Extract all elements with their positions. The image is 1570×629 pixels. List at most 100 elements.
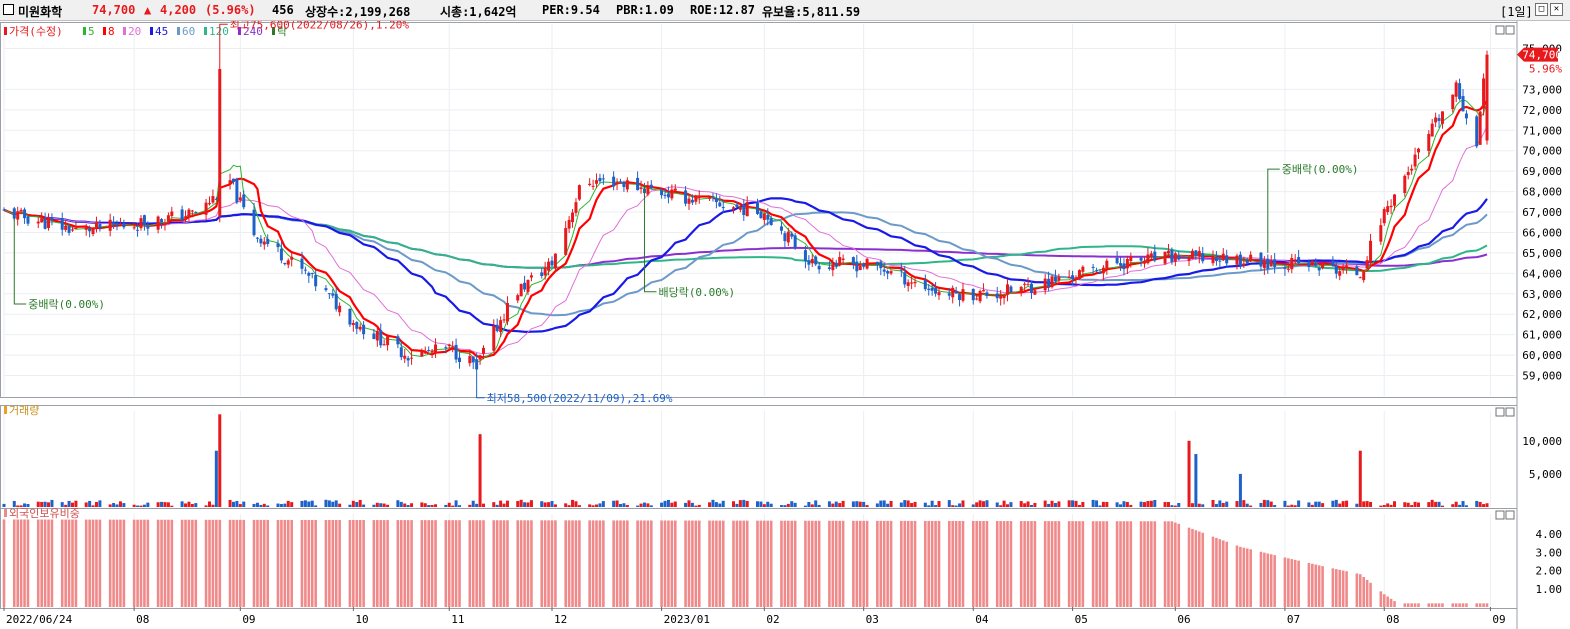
legend-label-6: 120: [209, 25, 229, 38]
volume-bar: [1211, 500, 1215, 507]
candle-body: [913, 281, 917, 284]
candle-body: [160, 219, 164, 223]
volume-bar: [1187, 440, 1191, 507]
ma5-line: [3, 99, 1488, 363]
high-annotation-arrow: [219, 23, 228, 37]
candle-body: [136, 229, 140, 231]
foreign-ratio-bar: [554, 520, 557, 607]
foreign-ratio-bar: [1393, 601, 1396, 607]
foreign-ratio-bar: [1050, 521, 1054, 607]
volume-bar: [1310, 504, 1314, 507]
candle-body: [615, 182, 619, 185]
candle-body: [338, 305, 342, 313]
volume-bar: [889, 500, 893, 507]
volume-bar: [314, 505, 318, 507]
volume-bar: [721, 500, 725, 507]
volume-tick-label: 10,000: [1522, 435, 1562, 448]
foreign-ratio-bar: [1002, 521, 1006, 607]
volume-bar: [735, 503, 739, 507]
foreign-ratio-bar: [742, 520, 746, 607]
foreign-ratio-bar: [882, 520, 886, 607]
close-icon[interactable]: ✕: [1550, 3, 1563, 16]
candle-body: [519, 283, 523, 297]
foreign-ratio-bar: [540, 520, 544, 607]
period-button[interactable]: [1일]: [1500, 5, 1533, 19]
volume-bar: [50, 499, 54, 507]
volume-bar: [331, 501, 335, 507]
candle-body: [526, 279, 530, 292]
candle-body: [252, 209, 256, 236]
candle-body: [112, 222, 116, 225]
candle-body: [547, 261, 551, 271]
foreign-ratio-bar: [163, 519, 167, 607]
candle-body: [1201, 253, 1205, 262]
select-checkbox[interactable]: [3, 4, 14, 15]
volume-bar: [1033, 502, 1037, 507]
foreign-ratio-bar: [691, 520, 694, 607]
foreign-ratio-bar: [900, 520, 903, 607]
foreign-ratio-bar: [499, 520, 502, 607]
foreign-ratio-bar: [739, 520, 742, 607]
candle-body: [1002, 295, 1006, 299]
candle-body: [1430, 123, 1434, 137]
candle-body: [60, 218, 64, 230]
candle-body: [43, 218, 47, 229]
foreign-ratio-bar: [1345, 571, 1348, 607]
foreign-ratio-bar: [954, 520, 958, 607]
volume-bar: [163, 502, 167, 507]
foreign-ratio-bar: [458, 520, 461, 607]
volume-bar: [529, 500, 533, 507]
x-tick-label: 03: [866, 613, 879, 626]
candle-body: [803, 250, 807, 262]
volume-bar: [574, 501, 578, 507]
volume-bar: [255, 502, 259, 507]
foreign-ratio-bar: [1369, 582, 1372, 607]
foreign-ratio-bar: [47, 519, 50, 607]
maximize-icon[interactable]: □: [1535, 3, 1548, 16]
foreign-ratio-bar: [732, 520, 735, 607]
foreign-ratio-bar: [67, 519, 71, 607]
candle-body: [738, 207, 742, 210]
volume-bar: [108, 504, 112, 507]
foreign-ratio-bar: [571, 520, 574, 607]
candle-body: [574, 202, 578, 213]
volume-bar: [286, 500, 290, 507]
candle-body: [1382, 209, 1386, 224]
foreign-ratio-bar: [1293, 559, 1297, 607]
volume-bar: [266, 505, 270, 507]
volume-bar: [334, 500, 338, 507]
candle-body: [242, 194, 246, 208]
candle-body: [1259, 252, 1263, 267]
candle-body: [1153, 251, 1157, 261]
foreign-ratio-bar: [502, 520, 506, 607]
foreign-ratio-bar: [262, 519, 266, 607]
candle-body: [975, 298, 979, 300]
foreign-ratio-bar: [1201, 532, 1205, 607]
volume-bar: [1026, 501, 1030, 507]
foreign-ratio-bar: [355, 520, 359, 607]
volume-bar: [1149, 500, 1153, 507]
volume-bar: [786, 503, 790, 507]
foreign-ratio-bar: [36, 519, 40, 607]
foreign-ratio-bar: [115, 519, 119, 607]
foreign-ratio-bar: [495, 520, 499, 607]
reserve-ratio: 유보율:5,811.59: [762, 5, 861, 19]
foreign-ratio-bar: [804, 520, 807, 607]
volume-bar: [666, 499, 670, 507]
volume-bar: [1105, 501, 1109, 507]
foreign-ratio-bar: [26, 519, 30, 607]
volume-bar: [458, 505, 462, 507]
candle-body: [238, 197, 242, 201]
candle-body: [550, 260, 554, 266]
volume-bar: [259, 504, 263, 507]
candle-body: [906, 282, 910, 287]
volume-bar: [817, 504, 821, 507]
candle-body: [851, 257, 855, 265]
legend-label-5: 60: [182, 25, 195, 38]
candle-body: [1214, 257, 1218, 262]
candle-body: [231, 178, 235, 182]
volume-bar: [1475, 500, 1479, 507]
foreign-ratio-bar: [1105, 521, 1109, 607]
volume-bar: [475, 503, 479, 507]
foreign-ratio-bar: [19, 519, 23, 607]
